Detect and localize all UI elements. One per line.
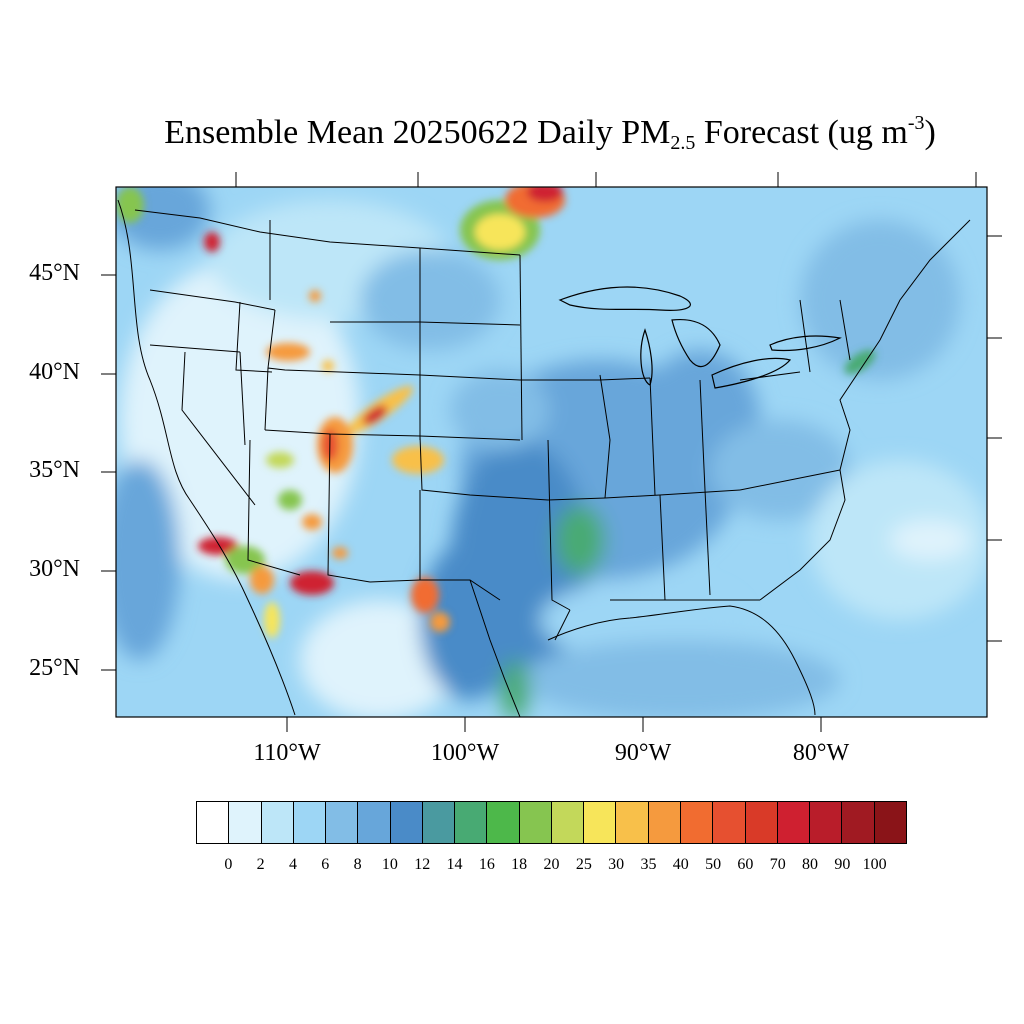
lon-label-100w: 100°W [430,740,500,766]
state-boundaries [117,199,971,717]
colorbar-swatch [422,802,456,843]
colorbar-label: 90 [834,856,851,873]
colorbar-swatch [487,802,520,843]
colorbar-swatch [455,802,488,843]
colorbar-label: 25 [575,856,592,873]
colorbar-swatch [842,802,875,843]
colorbar-label: 60 [737,856,754,873]
colorbar-swatch [616,802,649,843]
colorbar-swatch [648,802,681,843]
colorbar-swatch [745,802,778,843]
colorbar-swatch [358,802,391,843]
colorbar-swatch [551,802,585,843]
title-subscript: 2.5 [670,132,696,154]
lon-label-110w: 110°W [253,740,321,766]
colorbar-swatch [390,802,423,843]
pm25-forecast-map [101,172,1002,732]
colorbar-label: 14 [446,856,463,873]
colorbar-swatch [584,802,617,843]
lat-label-45n: 45°N [29,260,80,286]
map-ticks [101,172,1002,732]
title-unit-suffix: ) [924,114,936,151]
colorbar-label: 100 [862,856,887,873]
colorbar-swatch [874,802,906,843]
colorbar-label: 80 [802,856,819,873]
lat-label-35n: 35°N [29,457,80,483]
colorbar-label: 6 [321,856,330,873]
lon-label-90w: 90°W [614,740,672,766]
lat-label-30n: 30°N [29,556,80,582]
title-main: Ensemble Mean 20250622 Daily PM [164,114,671,151]
colorbar-label: 40 [672,856,689,873]
colorbar-swatch [777,802,811,843]
colorbar-swatch [519,802,552,843]
colorbar-label: 20 [543,856,560,873]
colorbar-label: 10 [381,856,398,873]
colorbar-label: 70 [769,856,786,873]
colorbar-label: 16 [478,856,495,873]
map-title: Ensemble Mean 20250622 Daily PM2.5 Forec… [0,112,1024,155]
colorbar-label: 4 [288,856,297,873]
colorbar-swatch [197,802,230,843]
lat-label-25n: 25°N [29,655,80,681]
lat-label-40n: 40°N [29,359,80,385]
colorbar-label: 50 [705,856,722,873]
colorbar-swatch [680,802,714,843]
great-lakes [558,286,842,389]
colorbar-swatch [293,802,327,843]
colorbar-swatch [326,802,359,843]
colorbar-label: 2 [256,856,265,873]
colorbar-label: 18 [511,856,528,873]
lon-label-80w: 80°W [792,740,850,766]
title-superscript: -3 [907,112,925,134]
colorbar-swatch [229,802,262,843]
colorbar-label: 30 [608,856,625,873]
colorbar-label: 12 [414,856,431,873]
concentration-field [116,187,987,717]
colorbar-label: 35 [640,856,657,873]
colorbar [196,801,907,844]
colorbar-swatch [261,802,294,843]
title-unit-prefix: Forecast (ug m [695,114,908,151]
map-frame [115,186,988,718]
colorbar-label: 8 [353,856,362,873]
colorbar-label: 0 [224,856,233,873]
colorbar-swatch [713,802,746,843]
colorbar-swatch [810,802,843,843]
